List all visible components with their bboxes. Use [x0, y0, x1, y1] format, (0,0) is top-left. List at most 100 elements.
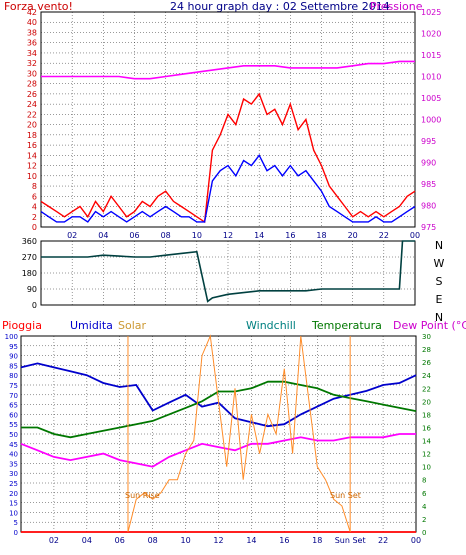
temperature-tick-label: 0	[422, 529, 426, 537]
humidity-tick-label: 30	[9, 470, 18, 478]
compass-label: S	[436, 275, 443, 288]
pressure-tick-label: 995	[421, 137, 436, 146]
temperature-tick-label: 8	[422, 477, 426, 485]
legend-pioggia: Pioggia	[2, 319, 42, 332]
hour-tick-label: 00	[410, 231, 420, 240]
wind-tick-label: 6	[32, 192, 37, 201]
hour-tick-label: 02	[49, 536, 59, 545]
hour-tick-label: 02	[67, 231, 77, 240]
pressure-tick-label: 975	[421, 223, 436, 232]
humidity-tick-label: 10	[9, 509, 18, 517]
legend-solar: Solar	[118, 319, 147, 332]
graph-title: 24 hour graph day : 02 Settembre 2014	[170, 0, 390, 13]
legend-dew-point: Dew Point (°C)	[393, 319, 466, 332]
pressure-tick-label: 1020	[421, 30, 441, 39]
hour-tick-label: 18	[312, 536, 322, 545]
humidity-tick-label: 75	[9, 382, 18, 390]
hour-tick-label: 22	[379, 231, 389, 240]
wind-tick-label: 2	[32, 213, 37, 222]
wind-tick-label: 12	[27, 162, 37, 171]
hour-tick-label: 06	[129, 231, 139, 240]
hour-tick-label: 14	[246, 536, 256, 545]
legend-temperatura: Temperatura	[311, 319, 382, 332]
wind-tick-label: 38	[27, 28, 37, 37]
series-pressure	[41, 60, 415, 80]
pressure-tick-label: 990	[421, 159, 436, 168]
wind-tick-label: 40	[27, 18, 37, 27]
legend-umidita: Umidita	[70, 319, 113, 332]
direction-tick-label: 0	[32, 301, 37, 310]
compass-label: N	[435, 239, 443, 252]
hour-tick-label: 22	[378, 536, 388, 545]
humidity-tick-label: 45	[9, 441, 18, 449]
humidity-tick-label: 0	[14, 529, 18, 537]
hour-tick-label: 16	[279, 536, 289, 545]
hour-tick-label: 06	[115, 536, 125, 545]
temperature-tick-label: 26	[422, 359, 431, 367]
humidity-tick-label: 85	[9, 362, 18, 370]
wind-tick-label: 8	[32, 182, 37, 191]
temperature-tick-label: 28	[422, 346, 431, 354]
humidity-tick-label: 70	[9, 392, 18, 400]
series-solar	[127, 334, 351, 533]
series-direction	[41, 240, 415, 303]
wind-tick-label: 42	[27, 8, 37, 17]
temperature-tick-label: 14	[422, 438, 431, 446]
grid	[21, 11, 417, 533]
pressure-tick-label: 985	[421, 180, 436, 189]
wind-tick-label: 14	[27, 151, 37, 160]
direction-tick-label: 270	[22, 253, 37, 262]
compass-label: N	[435, 311, 443, 324]
direction-tick-label: 180	[22, 269, 37, 278]
axes: 0246810121416182022242628303234363840429…	[5, 8, 445, 545]
pressure-tick-label: 1015	[421, 51, 441, 60]
hour-tick-label: 10	[192, 231, 202, 240]
hour-tick-label: 18	[316, 231, 326, 240]
temperature-tick-label: 12	[422, 451, 431, 459]
temperature-tick-label: 16	[422, 424, 431, 432]
hour-tick-label: 04	[82, 536, 92, 545]
humidity-tick-label: 55	[9, 421, 18, 429]
temperature-tick-label: 6	[422, 490, 427, 498]
wind-tick-label: 20	[27, 121, 37, 130]
humidity-tick-label: 65	[9, 402, 18, 410]
top-plot-frame	[40, 11, 416, 228]
direction-tick-label: 360	[22, 237, 37, 246]
compass-label: E	[436, 293, 443, 306]
wind-tick-label: 22	[27, 110, 37, 119]
humidity-tick-label: 100	[5, 333, 18, 341]
hour-tick-label: 10	[180, 536, 190, 545]
hour-tick-label: 12	[223, 231, 233, 240]
wind-tick-label: 16	[27, 141, 37, 150]
hour-tick-label: Sun Set	[335, 536, 366, 545]
sun-rise-label: Sun Rise	[125, 491, 160, 500]
humidity-tick-label: 20	[9, 490, 18, 498]
wind-tick-label: 34	[27, 49, 37, 58]
temperature-tick-label: 18	[422, 411, 431, 419]
series-wind-avg	[40, 153, 416, 223]
temperature-tick-label: 24	[422, 372, 431, 380]
hour-tick-label: 16	[285, 231, 295, 240]
wind-tick-label: 18	[27, 131, 37, 140]
bottom-plot-frame	[20, 335, 417, 533]
humidity-tick-label: 95	[9, 343, 18, 351]
hour-tick-label: 04	[98, 231, 108, 240]
pressure-tick-label: 1010	[421, 73, 441, 82]
hour-tick-label: 20	[348, 231, 358, 240]
humidity-tick-label: 80	[9, 372, 18, 380]
humidity-tick-label: 90	[9, 353, 18, 361]
wind-tick-label: 32	[27, 59, 37, 68]
wind-tick-label: 24	[27, 100, 37, 109]
hour-tick-label: 08	[161, 231, 171, 240]
humidity-tick-label: 15	[9, 500, 18, 508]
wind-tick-label: 0	[32, 223, 37, 232]
temperature-tick-label: 22	[422, 385, 431, 393]
pressure-tick-label: 1005	[421, 94, 441, 103]
humidity-tick-label: 40	[9, 451, 18, 459]
pressure-tick-label: 980	[421, 202, 436, 211]
humidity-tick-label: 60	[9, 411, 18, 419]
hour-tick-label: 00	[411, 536, 421, 545]
hour-tick-label: 08	[148, 536, 158, 545]
temperature-tick-label: 30	[422, 333, 431, 341]
legend-windchill: Windchill	[246, 319, 296, 332]
